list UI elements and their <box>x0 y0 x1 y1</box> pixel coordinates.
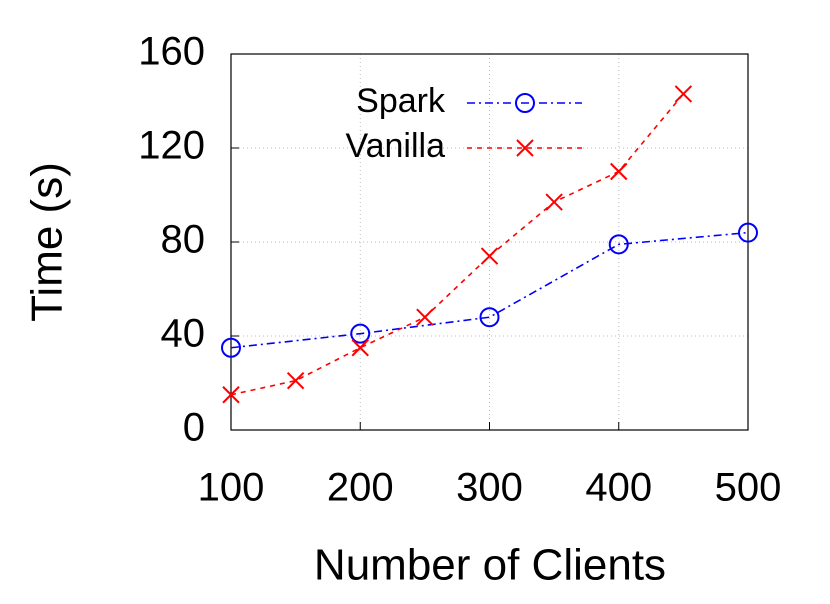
marker <box>350 323 371 344</box>
legend-marker <box>515 93 535 113</box>
marker <box>610 162 628 181</box>
x-tick-label: 200 <box>327 466 394 510</box>
x-tick-label: 400 <box>585 466 652 510</box>
marker <box>674 85 693 103</box>
y-axis-label: Time (s) <box>23 162 72 322</box>
marker <box>222 386 240 404</box>
marker <box>286 371 305 390</box>
marker <box>221 337 241 358</box>
y-tick-label: 0 <box>183 406 205 450</box>
marker <box>545 193 563 211</box>
legend-label: Vanilla <box>345 127 445 165</box>
marker <box>416 308 434 326</box>
legend-label: Spark <box>356 82 446 120</box>
marker <box>608 234 629 255</box>
legend-marker <box>516 139 534 157</box>
y-tick-label: 80 <box>161 218 206 262</box>
marker <box>479 307 500 328</box>
marker <box>738 222 758 243</box>
y-tick-label: 40 <box>161 312 206 356</box>
series-line <box>230 93 684 396</box>
x-axis-label: Number of Clients <box>314 541 666 590</box>
marker <box>480 247 499 265</box>
marker <box>351 339 369 357</box>
x-tick-label: 300 <box>456 466 523 510</box>
x-tick-label: 100 <box>198 466 265 510</box>
x-tick-label: 500 <box>715 466 782 510</box>
y-tick-label: 120 <box>138 124 205 168</box>
series-line <box>230 231 749 349</box>
y-tick-label: 160 <box>138 30 205 74</box>
